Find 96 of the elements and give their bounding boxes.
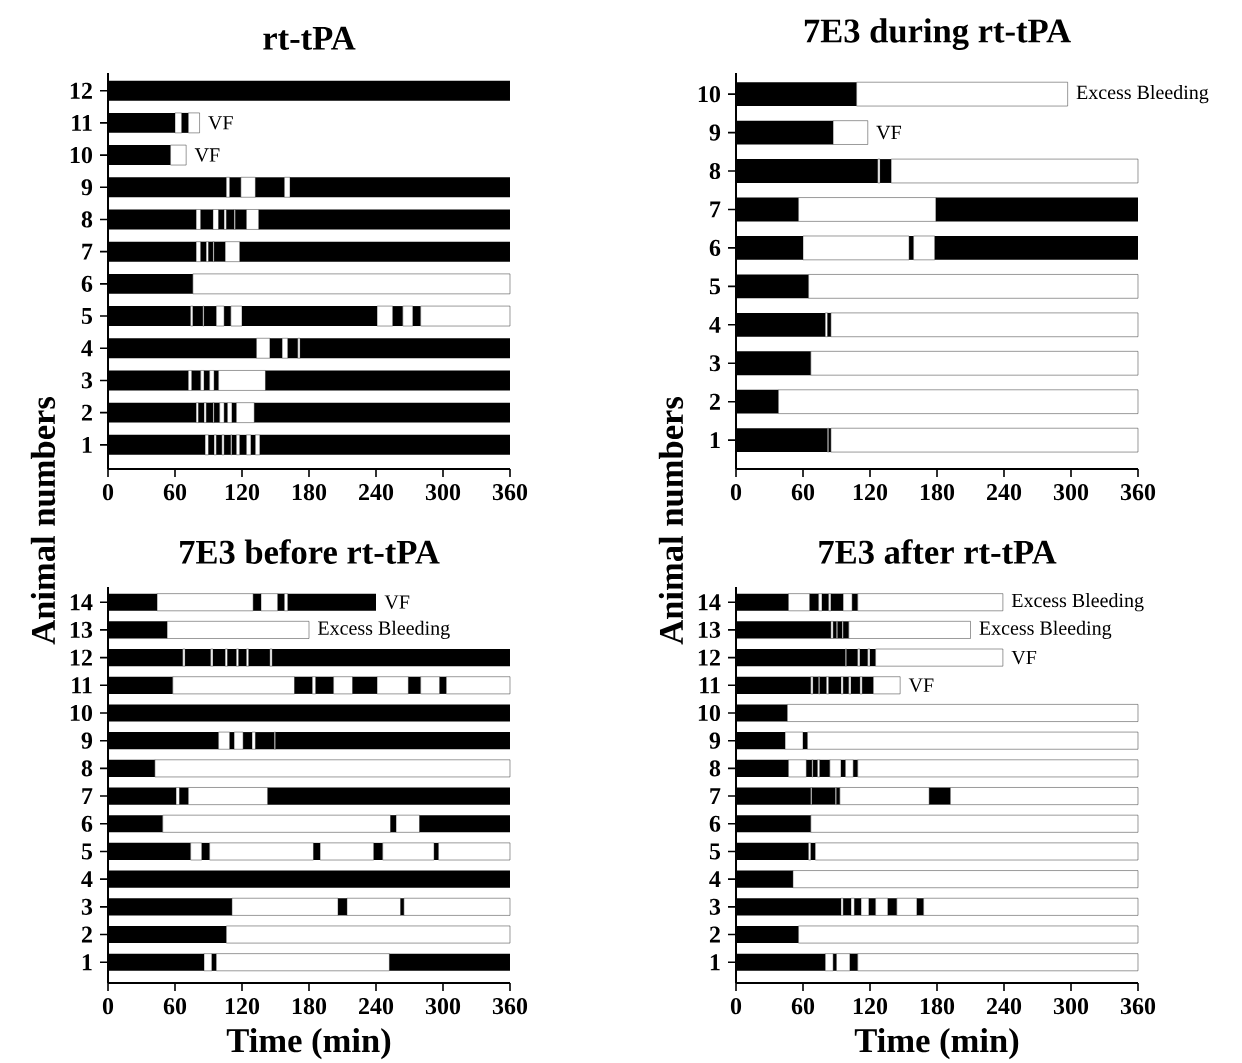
y-tick-label: 4 <box>709 316 721 333</box>
y-tick-label: 10 <box>70 704 93 722</box>
y-tick-label: 8 <box>709 162 721 180</box>
annotation: Excess Bleeding <box>979 620 1112 640</box>
x-axis-title: Time (min) <box>854 1027 1019 1060</box>
y-tick-label: 14 <box>698 594 721 611</box>
y-tick-label: 1 <box>710 432 720 449</box>
annotation: VF <box>876 125 902 140</box>
y-axis-title: Animal numbers <box>658 397 684 645</box>
y-tick-label: 2 <box>81 926 92 943</box>
x-tick-label: 60 <box>163 484 187 501</box>
y-tick-label: 3 <box>709 898 721 915</box>
y-tick-label: 6 <box>709 239 721 256</box>
x-tick-label: 120 <box>225 484 260 501</box>
x-tick-label: 360 <box>492 998 528 1015</box>
x-tick-label: 300 <box>425 998 461 1015</box>
x-tick-label: 300 <box>1053 484 1089 501</box>
y-tick-label: 4 <box>709 871 721 888</box>
y-tick-label: 11 <box>72 114 92 131</box>
y-tick-label: 10 <box>698 704 721 722</box>
annotation: VF <box>194 148 220 162</box>
chart-title: rt-tPA <box>263 26 356 50</box>
x-tick-label: 300 <box>425 484 461 501</box>
x-tick-label: 60 <box>163 998 187 1015</box>
y-tick-label: 1 <box>82 436 92 453</box>
annotation: VF <box>384 595 410 609</box>
y-tick-label: 9 <box>709 732 721 749</box>
y-tick-label: 10 <box>70 146 93 164</box>
x-tick-label: 0 <box>730 998 742 1015</box>
y-tick-label: 2 <box>709 393 720 410</box>
x-axis-title: Time (min) <box>226 1027 391 1060</box>
x-tick-label: 360 <box>492 484 528 501</box>
annotation: Excess Bleeding <box>317 620 450 640</box>
annotation: VF <box>908 678 934 692</box>
y-tick-label: 3 <box>81 372 93 389</box>
y-tick-label: 2 <box>709 926 720 943</box>
chart-title: 7E3 before rt-tPA <box>180 539 440 564</box>
y-tick-label: 7 <box>82 788 93 804</box>
y-tick-label: 8 <box>81 211 93 228</box>
y-tick-label: 13 <box>698 621 721 638</box>
x-tick-label: 120 <box>225 998 260 1015</box>
x-tick-label: 120 <box>853 998 888 1015</box>
annotation: Excess Bleeding <box>1076 85 1209 104</box>
x-tick-label: 120 <box>853 484 888 501</box>
y-tick-label: 11 <box>72 677 92 694</box>
x-tick-label: 0 <box>730 484 742 501</box>
x-tick-label: 180 <box>920 998 955 1015</box>
x-tick-label: 360 <box>1120 998 1156 1015</box>
x-tick-label: 360 <box>1120 484 1156 501</box>
x-tick-label: 240 <box>359 484 394 501</box>
x-tick-label: 180 <box>292 998 327 1015</box>
x-tick-label: 0 <box>102 998 114 1015</box>
y-tick-label: 6 <box>81 815 93 832</box>
y-tick-label: 2 <box>81 404 92 421</box>
y-tick-label: 5 <box>709 843 721 860</box>
y-tick-label: 6 <box>709 815 721 832</box>
y-tick-label: 3 <box>81 898 93 915</box>
x-tick-label: 0 <box>102 484 114 501</box>
y-tick-label: 11 <box>700 677 720 694</box>
y-tick-label: 7 <box>82 243 93 260</box>
annotation: VF <box>1011 650 1037 665</box>
y-tick-label: 4 <box>81 871 93 888</box>
annotation: Excess Bleeding <box>1011 593 1144 612</box>
y-tick-label: 14 <box>70 594 93 611</box>
y-tick-label: 5 <box>81 308 93 325</box>
y-tick-label: 5 <box>709 278 721 295</box>
y-tick-label: 10 <box>698 86 721 103</box>
y-tick-label: 9 <box>81 732 93 749</box>
y-tick-label: 5 <box>81 843 93 860</box>
y-tick-label: 13 <box>70 621 93 638</box>
y-tick-label: 12 <box>70 82 92 99</box>
annotation: VF <box>208 116 233 130</box>
chart-title: 7E3 after rt-tPA <box>819 539 1057 564</box>
x-tick-label: 180 <box>920 484 955 501</box>
y-tick-label: 8 <box>709 760 721 777</box>
y-tick-label: 1 <box>82 954 92 971</box>
y-tick-label: 7 <box>710 201 721 218</box>
y-tick-label: 6 <box>81 275 93 292</box>
y-tick-label: 9 <box>709 124 721 141</box>
y-tick-label: 7 <box>710 788 721 804</box>
y-tick-label: 12 <box>698 649 720 666</box>
x-tick-label: 180 <box>292 484 327 501</box>
x-tick-label: 240 <box>359 998 394 1015</box>
y-tick-label: 8 <box>81 760 93 777</box>
y-tick-label: 4 <box>81 340 93 357</box>
x-tick-label: 300 <box>1053 998 1089 1015</box>
y-tick-label: 3 <box>709 355 721 372</box>
y-tick-label: 1 <box>710 954 720 971</box>
y-tick-label: 12 <box>70 649 92 666</box>
y-axis-title: Animal numbers <box>30 397 56 645</box>
chart-title: 7E3 during rt-tPA <box>804 18 1071 50</box>
x-tick-label: 60 <box>791 484 815 501</box>
x-tick-label: 240 <box>987 484 1022 501</box>
x-tick-label: 60 <box>791 998 815 1015</box>
y-tick-label: 9 <box>81 179 93 196</box>
x-tick-label: 240 <box>987 998 1022 1015</box>
